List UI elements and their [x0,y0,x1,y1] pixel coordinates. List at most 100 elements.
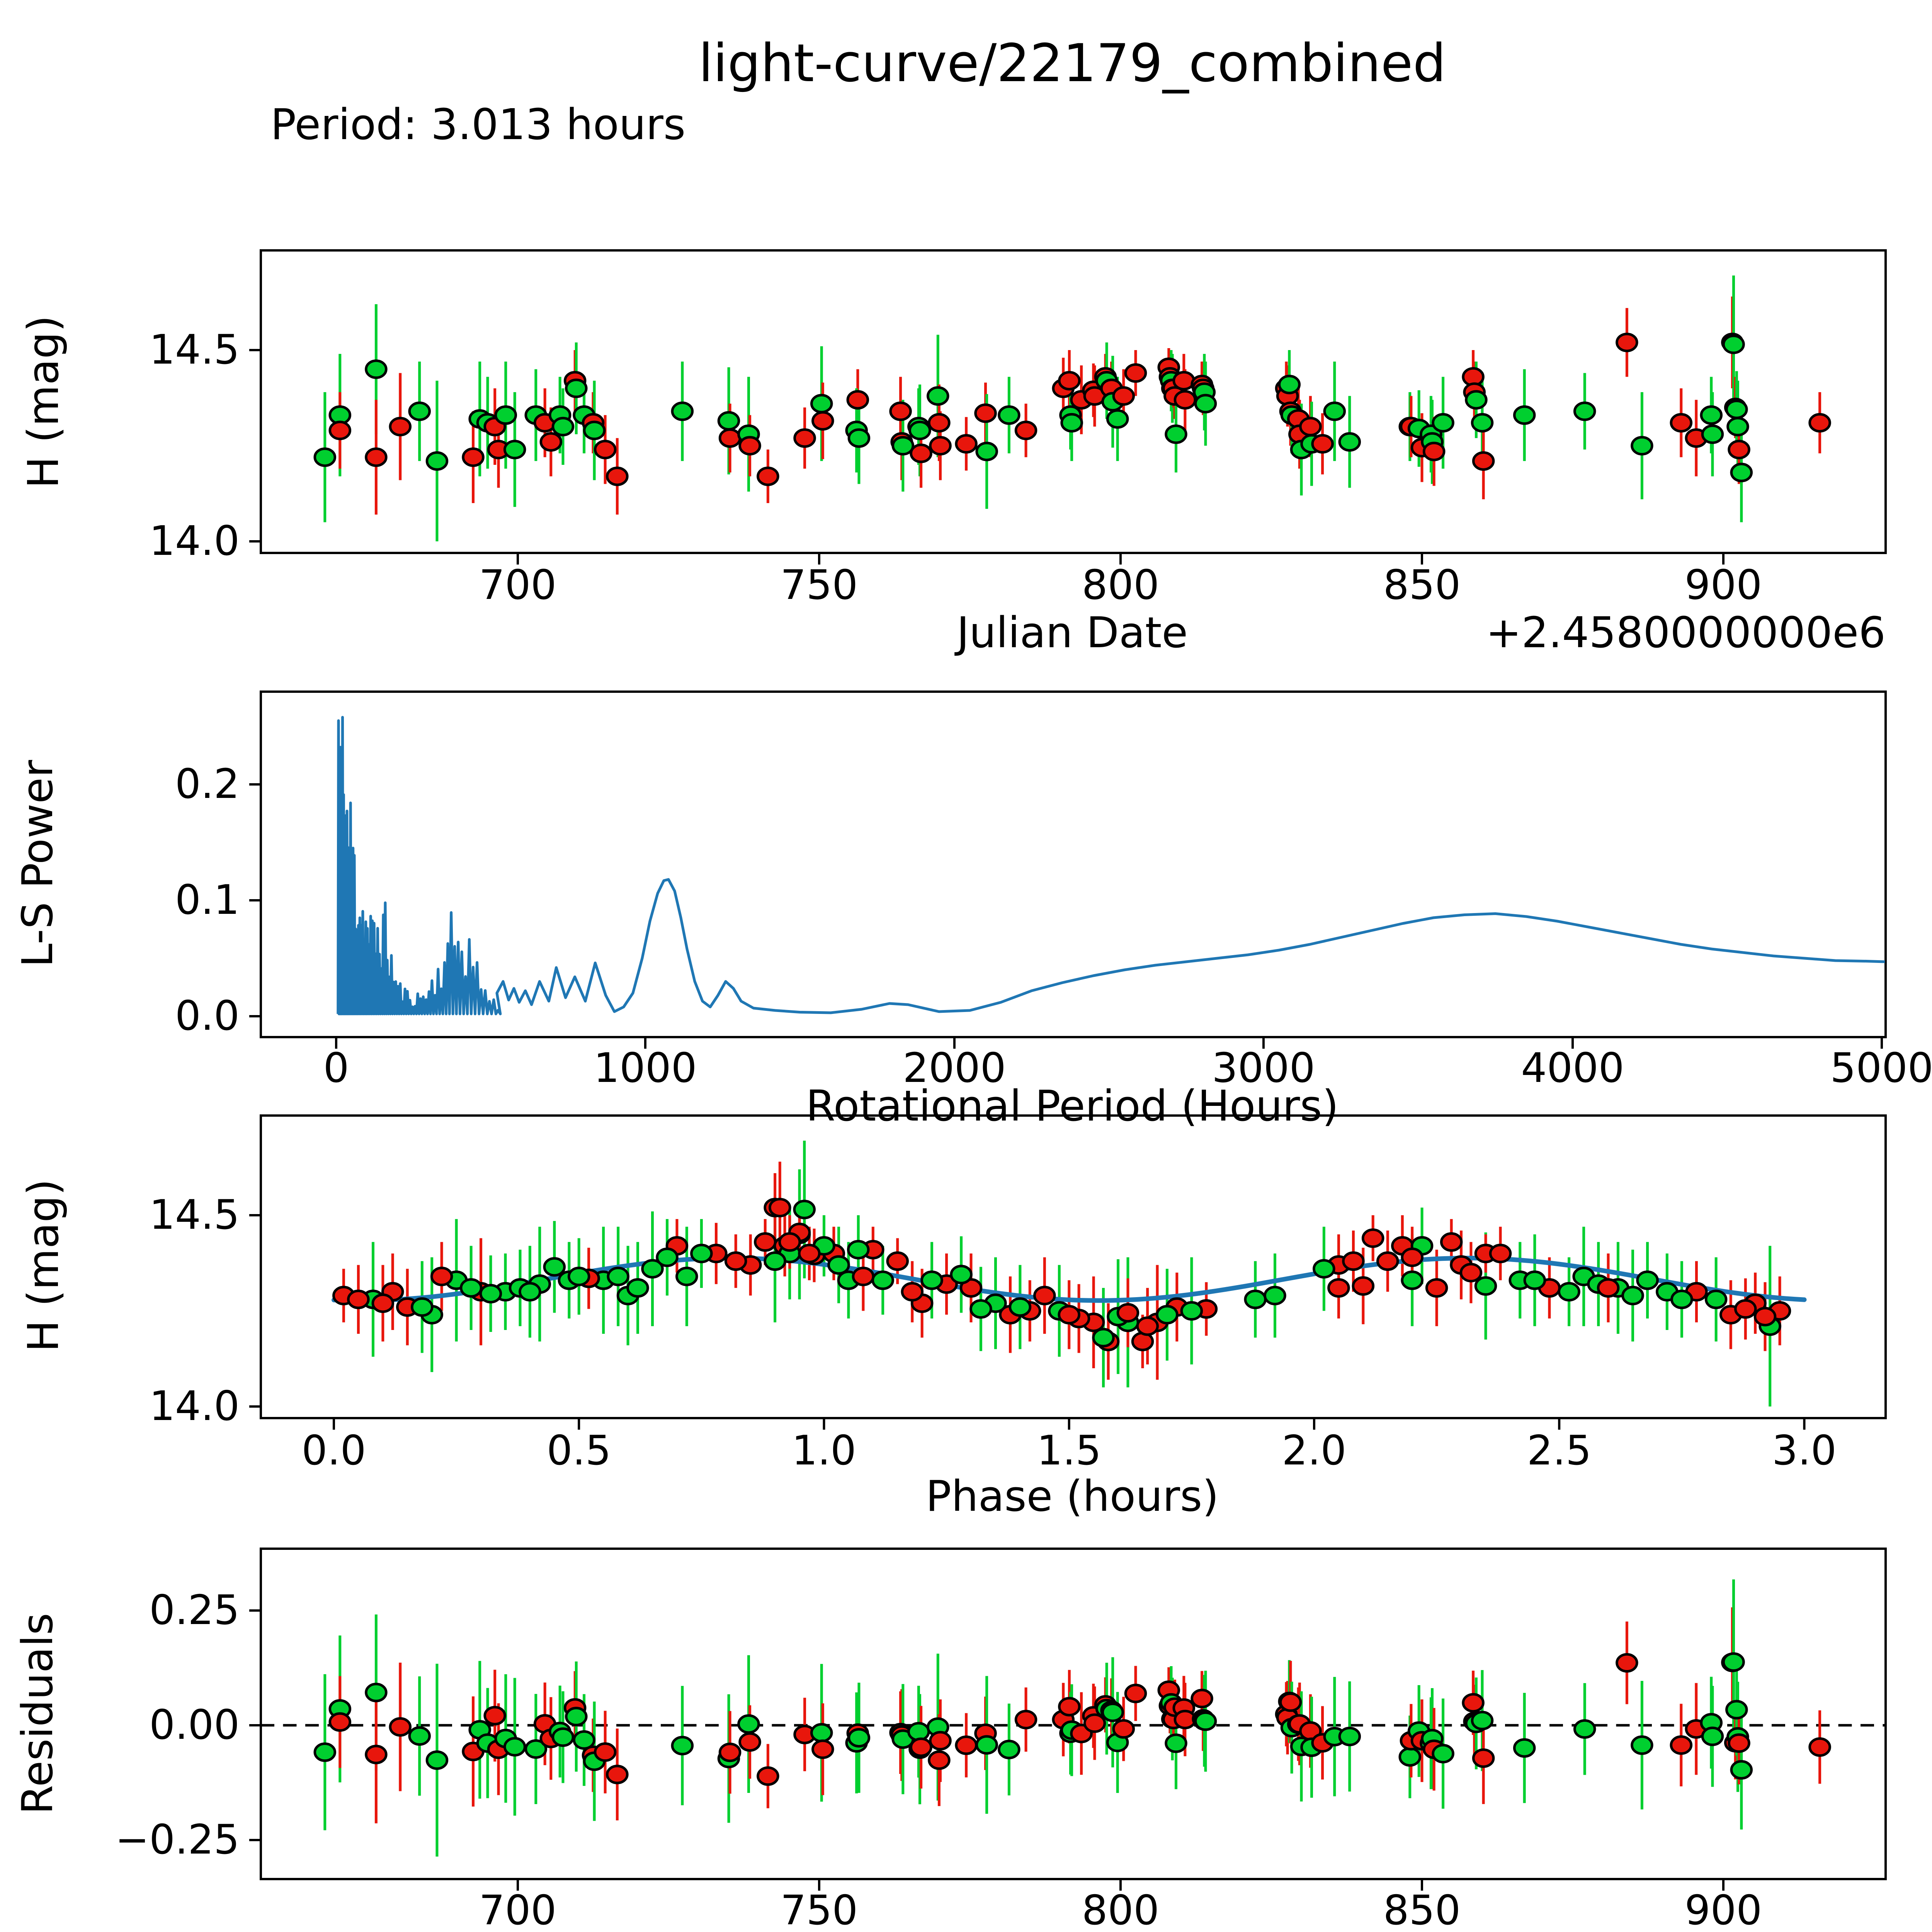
period-xaxis-label: Rotational Period (Hours) [806,1081,1338,1131]
data-point [1092,1328,1115,1348]
data-point [1124,363,1147,383]
data-point [1323,401,1346,421]
data-point [901,1282,924,1302]
data-point [1670,1735,1693,1755]
y-tick-label: 0.00 [149,1701,240,1748]
data-point [1124,1684,1147,1703]
data-point [955,1735,978,1755]
data-point [1264,1286,1286,1306]
data-point [1728,440,1750,459]
y-tick-label: −0.25 [115,1816,240,1863]
x-tick-label: 5000 [1830,1044,1932,1092]
data-point [717,411,740,431]
data-point [1033,1286,1056,1306]
data-point [607,1267,629,1286]
data-point [328,420,352,440]
lspower-yaxis-label: L-S Power [13,760,62,967]
data-point [757,466,779,486]
x-tick-label: 1.0 [792,1427,856,1474]
jd-xaxis-label: Julian Date [954,608,1188,657]
x-tick-label: 4000 [1521,1044,1624,1092]
data-point [889,401,912,421]
data-point [1725,400,1748,419]
y-tick-label: 0.25 [149,1587,240,1634]
period-annotation: Period: 3.013 hours [270,100,685,149]
data-point [408,1726,431,1746]
data-point [1014,420,1037,440]
data-point [1523,1270,1546,1290]
data-point [847,428,871,448]
data-point [1472,451,1495,471]
data-point [479,1284,502,1304]
data-point [1327,1278,1350,1298]
data-point [757,1766,779,1786]
x-tick-label: 750 [781,1887,858,1932]
data-point [969,1299,992,1319]
x-tick-label: 700 [479,1887,556,1932]
y-tick-label: 0.0 [175,992,240,1039]
data-point [1173,390,1197,410]
data-point [1573,1719,1596,1739]
data-point [1725,1700,1748,1719]
data-point [929,1731,952,1751]
data-point [738,1732,761,1752]
data-point [425,1750,449,1770]
data-point [1704,1289,1728,1310]
data-point [846,390,869,410]
data-point [1597,1278,1620,1298]
data-point [810,1723,833,1743]
data-point [656,1247,679,1267]
data-point [524,1739,548,1759]
x-tick-label: 800 [1082,1887,1159,1932]
data-point [811,1739,834,1759]
data-point [1636,1270,1659,1290]
panel-jd-magnitude: Julian Date +2.4580000000e6 H (mag) [19,315,1886,657]
data-point [1513,405,1536,425]
data-point [565,378,588,398]
data-point [1361,1228,1384,1248]
data-point [365,1682,388,1702]
data-point [738,436,761,456]
panel-periodogram: Rotational Period (Hours) L-S Power [13,760,1339,1131]
data-point [1112,1719,1135,1739]
data-point [928,413,951,433]
data-point [1459,1263,1483,1282]
x-tick-label: 0 [323,1044,349,1092]
data-point [1311,434,1334,454]
data-point [998,405,1020,425]
data-point [1338,432,1361,452]
data-point [908,420,931,440]
y-tick-label: 14.0 [149,1383,240,1430]
data-point [1401,1270,1423,1290]
data-point [430,1267,453,1286]
data-point [1194,394,1217,413]
data-point [1156,1305,1179,1325]
data-point [1422,442,1446,461]
data-point [724,1251,747,1271]
data-point [827,1255,850,1275]
data-point [852,1267,875,1286]
data-point [718,1742,742,1762]
data-point [998,1740,1020,1759]
data-point [975,442,998,461]
data-point [411,1297,434,1317]
data-point [1471,413,1494,433]
phase-mag-data [332,1140,1807,1406]
data-point [910,1737,932,1757]
data-point [494,405,517,425]
data-point [1730,1760,1753,1780]
data-point [347,1289,370,1310]
phase-mag-frame [260,1114,1887,1420]
data-point [1338,1726,1361,1747]
data-point [1194,1711,1217,1731]
data-point [847,1728,871,1748]
data-point [1342,1251,1365,1271]
data-point [1058,1697,1081,1717]
data-point [810,394,833,413]
data-point [1440,1232,1463,1252]
panel-phase-magnitude: Phase (hours) H (mag) [19,1179,1219,1521]
data-point [1165,1733,1187,1753]
data-point [1472,1748,1495,1768]
